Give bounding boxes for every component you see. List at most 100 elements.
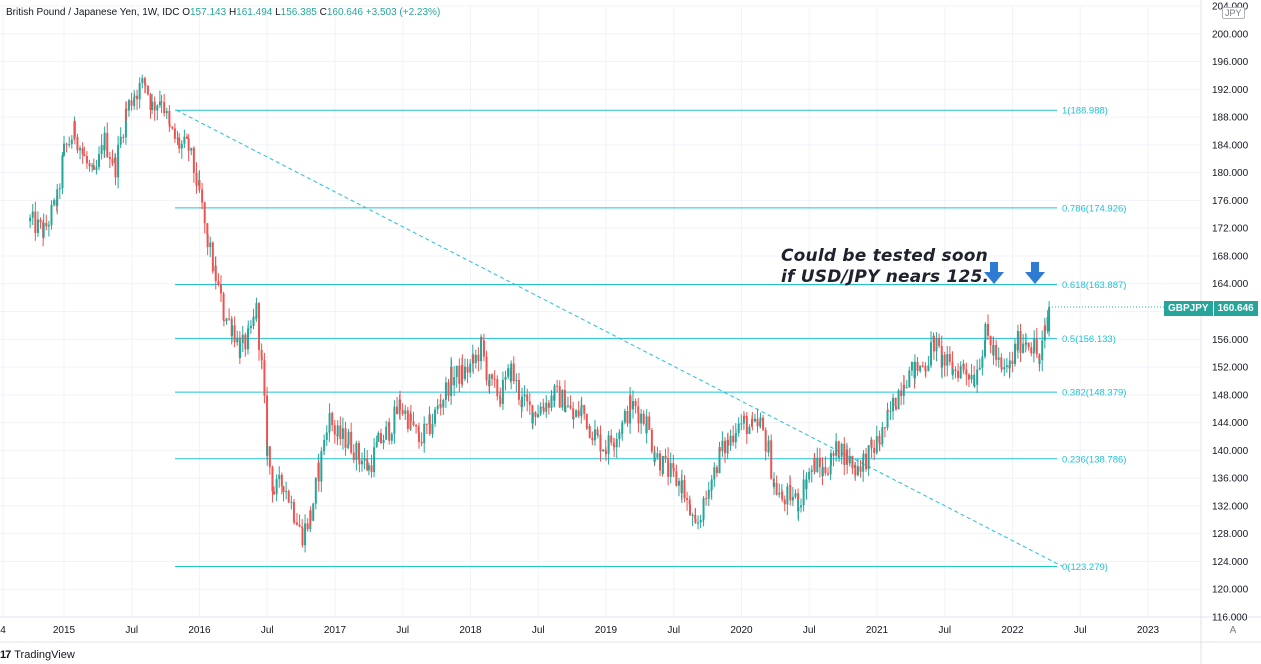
candle-body — [778, 492, 781, 495]
candle-body — [816, 457, 819, 472]
candle-body — [542, 407, 545, 412]
candle-body — [648, 416, 651, 430]
last-price-badge: GBPJPY 160.646 — [1164, 301, 1258, 316]
brand-name[interactable]: TradingView — [14, 649, 75, 661]
candle-body — [645, 416, 648, 434]
candle-body — [143, 78, 146, 84]
candle-body — [474, 354, 477, 364]
x-tick-label: 2015 — [53, 625, 76, 636]
low-value: 156.385 — [280, 7, 317, 18]
candle-body — [675, 471, 678, 486]
candle-body — [862, 453, 865, 458]
candle-body — [783, 499, 786, 505]
candle-body — [366, 458, 369, 471]
candle-body — [1044, 325, 1047, 331]
x-tick-label: 2021 — [866, 625, 889, 636]
candle-body — [957, 370, 960, 379]
candle-body — [832, 453, 835, 456]
candle-body — [1033, 338, 1036, 352]
candle-body — [797, 507, 800, 512]
annotation-line-1: Could be tested soon — [781, 246, 988, 266]
close-value: 160.646 — [326, 7, 363, 18]
candle-body — [843, 443, 846, 465]
y-tick-label: 164.000 — [1212, 279, 1249, 290]
candle-body — [835, 441, 838, 456]
candle-body — [729, 435, 732, 446]
candle-body — [1022, 343, 1025, 353]
candle-body — [47, 224, 50, 227]
candle-body — [390, 433, 393, 441]
candle-body — [58, 188, 61, 190]
candle-body — [45, 222, 48, 227]
candle-body — [198, 180, 201, 190]
candle-body — [621, 422, 624, 434]
candle-body — [304, 523, 307, 546]
candle-body — [856, 466, 859, 476]
candle-body — [163, 102, 166, 114]
candle-body — [1027, 342, 1030, 348]
trendline[interactable] — [176, 109, 1063, 567]
candle-body — [848, 456, 851, 464]
candle-body — [705, 498, 708, 500]
y-tick-label: 180.000 — [1212, 168, 1249, 179]
candle-body — [501, 379, 504, 404]
candle-body — [818, 457, 821, 468]
footer: 17 TradingView — [0, 649, 75, 661]
auto-scale-button[interactable]: A — [1229, 625, 1237, 636]
candle-body — [333, 425, 336, 435]
candle-body — [507, 368, 510, 377]
candle-body — [442, 399, 445, 408]
candle-body — [314, 477, 317, 504]
candle-body — [642, 413, 645, 424]
candle-body — [743, 415, 746, 417]
y-tick-label: 156.000 — [1212, 335, 1249, 346]
candle-body — [829, 465, 832, 475]
candle-body — [453, 377, 456, 386]
candle-body — [929, 342, 932, 366]
chart-annotation[interactable]: Could be tested soon if USD/JPY nears 12… — [781, 246, 989, 288]
candle-body — [1000, 367, 1003, 370]
high-label: H — [228, 7, 237, 18]
candle-body — [667, 458, 670, 477]
candle-body — [309, 510, 312, 521]
candle-body — [482, 340, 485, 357]
candle-body — [724, 440, 727, 454]
candle-body — [180, 143, 183, 149]
candle-body — [689, 504, 692, 516]
candle-body — [970, 374, 973, 380]
candle-body — [881, 427, 884, 445]
candle-body — [158, 101, 161, 106]
candle-body — [444, 382, 447, 400]
candle-body — [350, 431, 353, 453]
candle-body — [1025, 342, 1028, 345]
candle-body — [91, 165, 94, 167]
candle-body — [136, 95, 139, 100]
candle-body — [989, 335, 992, 346]
candle-body — [111, 159, 114, 164]
candle-body — [165, 110, 168, 114]
candle-body — [773, 482, 776, 487]
candle-body — [932, 335, 935, 352]
y-tick-label: 136.000 — [1212, 474, 1249, 485]
currency-button[interactable]: JPY — [1222, 7, 1245, 19]
candle-body — [764, 429, 767, 452]
close-label: C — [319, 7, 327, 18]
candle-body — [903, 384, 906, 389]
candle-body — [53, 200, 56, 205]
candle-body — [753, 418, 756, 422]
fib-level-label: 0.236(138.786) — [1062, 454, 1126, 465]
candle-body — [325, 432, 328, 440]
candle-body — [244, 334, 247, 350]
candle-body — [100, 145, 103, 155]
candle-body — [821, 467, 824, 476]
x-tick-label: Jul — [532, 625, 545, 636]
candle-body — [691, 515, 694, 517]
candle-body — [370, 465, 373, 473]
time-axis: 4 2015 Jul 2016 Jul 2017 Jul 2018 Jul 2019 Jul 2020… — [0, 625, 1159, 636]
candle-body — [634, 401, 637, 407]
y-tick-label: 188.000 — [1212, 113, 1249, 124]
candle-body — [756, 418, 759, 427]
tradingview-logo-icon[interactable]: 17 — [0, 649, 11, 661]
candle-body — [978, 367, 981, 370]
